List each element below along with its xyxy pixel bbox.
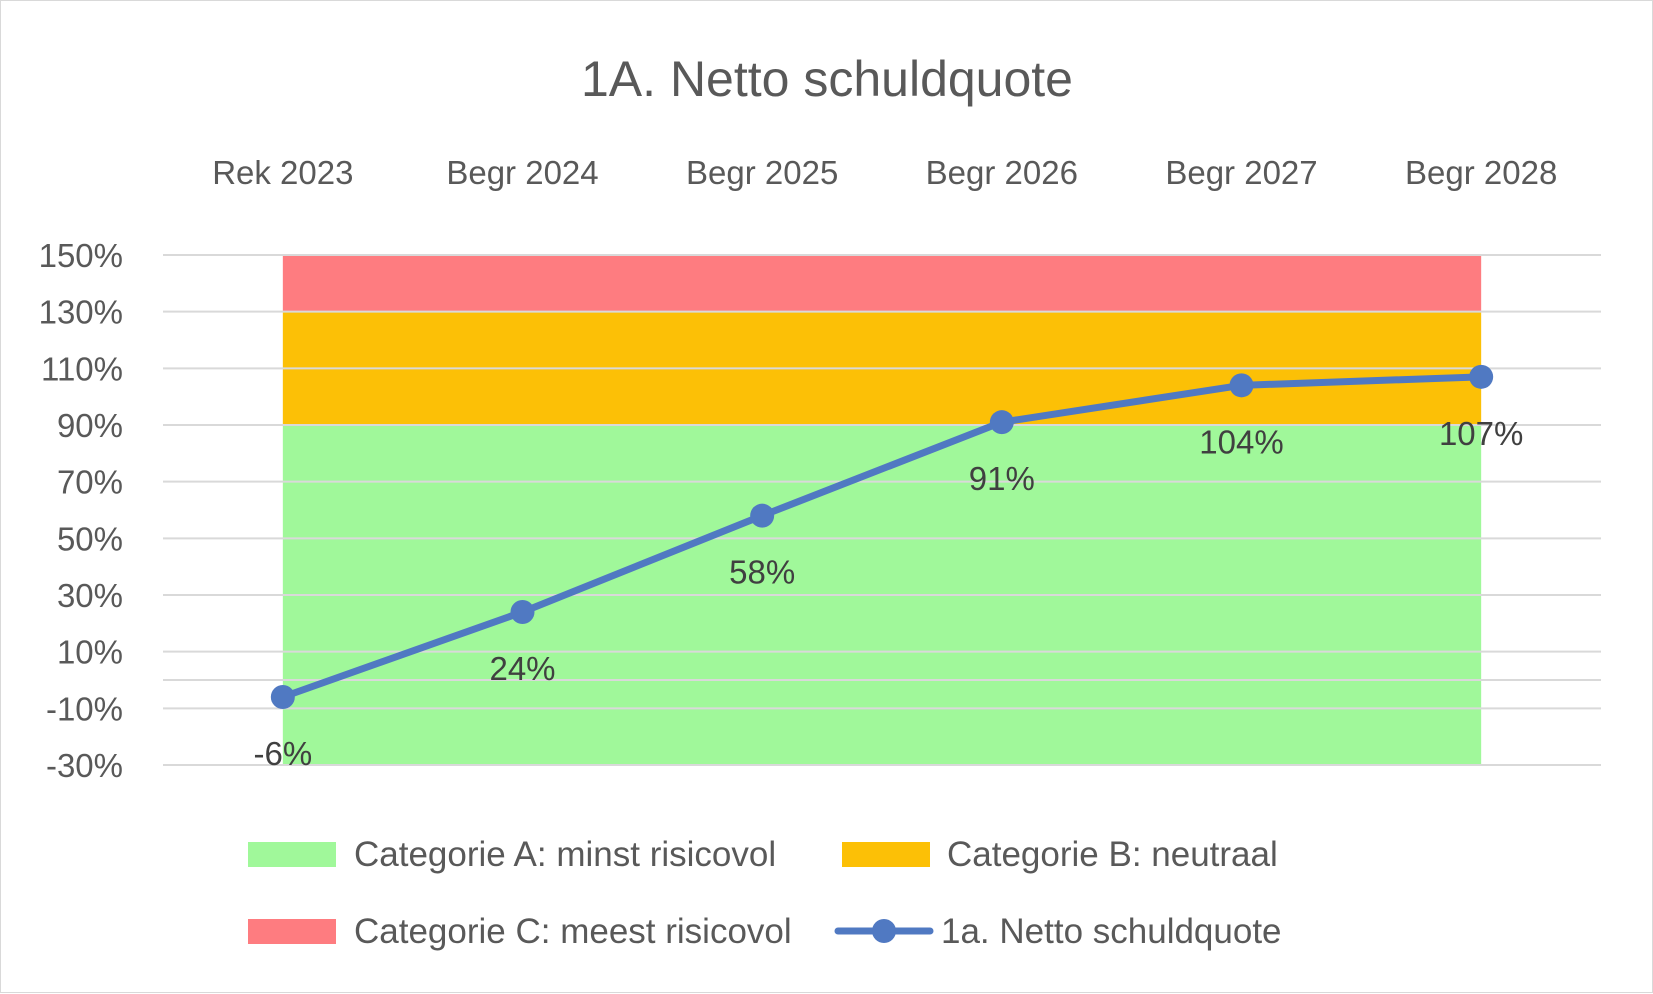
x-category-label-4: Begr 2027 <box>1165 154 1317 191</box>
band-2 <box>282 255 1482 312</box>
data-label-2: 58% <box>729 554 795 591</box>
y-tick-label-2: 110% <box>41 350 123 387</box>
data-label-3: 91% <box>969 460 1035 497</box>
series-layer <box>270 364 1494 709</box>
x-category-label-0: Rek 2023 <box>212 154 353 191</box>
x-category-label-3: Begr 2026 <box>926 154 1078 191</box>
legend: Categorie A: minst risicovol Categorie B:… <box>248 835 1282 951</box>
data-label-4: 104% <box>1199 423 1283 460</box>
legend-swatch-2 <box>248 919 336 944</box>
x-category-label-5: Begr 2028 <box>1405 154 1557 191</box>
legend-label-1: Categorie B: neutraal <box>947 835 1278 874</box>
data-labels: -6% 24% 58% 91% 104% 107% <box>253 415 1523 772</box>
chart-title: 1A. Netto schuldquote <box>581 51 1073 107</box>
x-axis-categories: Rek 2023 Begr 2024 Begr 2025 Begr 2026 Begr … <box>212 154 1557 191</box>
x-category-label-2: Begr 2025 <box>686 154 838 191</box>
y-tick-label-4: 70% <box>57 464 123 501</box>
series-line-0 <box>279 373 1485 701</box>
y-tick-label-0: 150% <box>39 237 123 274</box>
series-point-2 <box>750 503 775 528</box>
y-tick-label-9: -30% <box>46 747 123 784</box>
legend-label-0: Categorie A: minst risicovol <box>354 835 776 874</box>
category-bands <box>282 255 1482 765</box>
y-tick-label-7: 10% <box>57 634 123 671</box>
y-tick-label-1: 130% <box>39 294 123 331</box>
y-axis-ticks: 150% 130% 110% 90% 70% 50% 30% 10% -10% -30% <box>39 237 123 784</box>
y-tick-label-5: 50% <box>57 520 123 557</box>
data-label-0: -6% <box>253 735 312 772</box>
y-tick-label-8: -10% <box>46 690 123 727</box>
series-point-1 <box>510 600 535 624</box>
data-label-1: 24% <box>489 650 555 687</box>
series-point-4 <box>1229 373 1254 398</box>
data-label-5: 107% <box>1439 415 1523 452</box>
legend-swatch-1 <box>842 842 930 867</box>
x-category-label-1: Begr 2024 <box>446 154 598 191</box>
series-point-0 <box>270 685 295 709</box>
legend-label-2: Categorie C: meest risicovol <box>354 912 792 951</box>
legend-label-3: 1a. Netto schuldquote <box>941 912 1282 951</box>
y-tick-label-3: 90% <box>57 407 123 444</box>
series-point-5 <box>1469 364 1494 389</box>
series-point-3 <box>989 410 1014 435</box>
legend-swatch-0 <box>248 842 336 867</box>
legend-marker-swatch <box>872 919 896 943</box>
y-tick-label-6: 30% <box>57 577 123 614</box>
